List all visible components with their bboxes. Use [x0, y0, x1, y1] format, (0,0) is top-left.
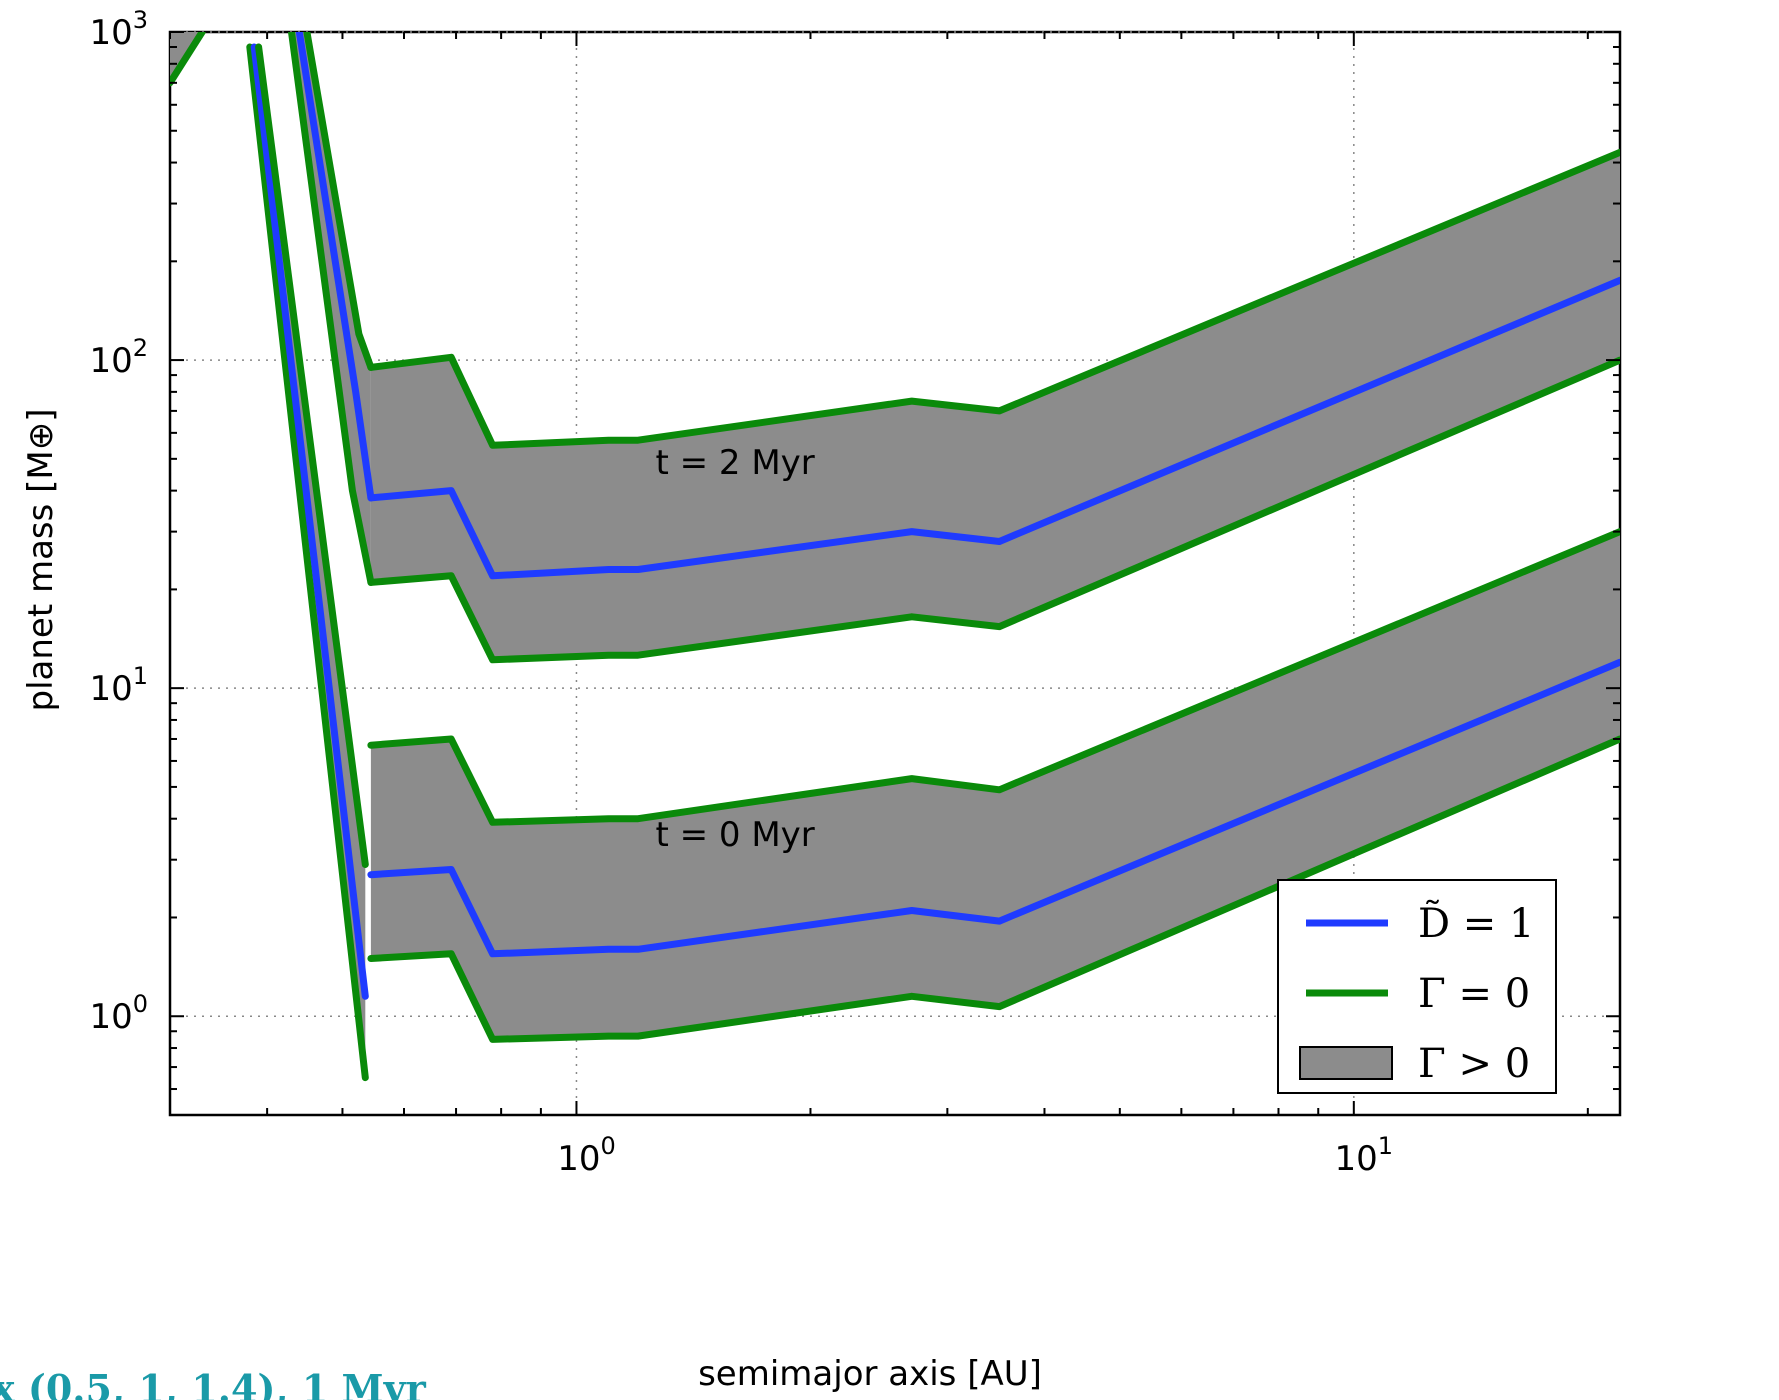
axis-ticks — [169, 31, 1620, 1116]
y-tick-label: 101 — [89, 662, 148, 709]
series-line-inner-inner-left — [255, 43, 369, 868]
y-tick-label-exp: 3 — [133, 6, 148, 34]
series-line-t2myr-lower — [367, 356, 1620, 664]
series-line-t2myr-upper — [367, 148, 1620, 449]
legend-label: Γ > 0 — [1418, 1041, 1530, 1087]
band-t2myr — [370, 152, 1620, 660]
series-line-inner-outer-right — [288, 32, 375, 586]
y-tick-label: 102 — [89, 334, 148, 381]
y-tick-label-exp: 0 — [133, 990, 148, 1018]
footer-caption: x (0.5, 1, 1.4), 1 Myr — [0, 1366, 427, 1400]
x-tick-label-exp: 1 — [1378, 1132, 1393, 1160]
legend: D̃ = 1 Γ = 0 Γ > 0 — [1277, 879, 1557, 1094]
annotation-label: t = 2 Myr — [655, 443, 814, 483]
legend-swatch-patch — [1299, 1046, 1393, 1080]
annotations: t = 2 Myr t = 0 Myr — [655, 443, 814, 855]
x-tick-label-base: 10 — [557, 1139, 600, 1179]
x-tick-label: 100 — [557, 1132, 616, 1179]
y-tick-label: 103 — [89, 6, 148, 53]
series-line-t2myr-mid — [367, 276, 1620, 580]
x-tick-label-base: 10 — [1335, 1139, 1378, 1179]
x-axis-label: semimajor axis [AU] — [698, 1354, 1042, 1394]
y-axis-label: planet mass [M⊕] — [21, 408, 61, 711]
y-tick-label-base: 10 — [89, 341, 132, 381]
series-line-inner-mid-right — [295, 32, 375, 502]
series-line-inner-outer-left — [246, 43, 369, 1082]
annotation-label: t = 0 Myr — [655, 815, 814, 855]
y-tick-label: 100 — [89, 990, 148, 1037]
series-lines — [170, 32, 1620, 1082]
x-tick-label-exp: 0 — [600, 1132, 615, 1160]
series-line-t0myr-mid — [367, 658, 1620, 958]
series-line-t0myr-upper — [367, 528, 1620, 826]
y-tick-label-base: 10 — [89, 997, 132, 1037]
legend-label: Γ = 0 — [1418, 971, 1530, 1017]
series-line-corner-upper — [170, 32, 206, 87]
y-tick-label-exp: 2 — [133, 334, 148, 362]
y-tick-label-exp: 1 — [133, 662, 148, 690]
band-t0myr — [370, 531, 1620, 1040]
legend-label: D̃ = 1 — [1418, 900, 1534, 947]
y-tick-label-base: 10 — [89, 13, 132, 53]
series-line-inner-inner-right — [303, 32, 375, 371]
plot-area — [168, 30, 1622, 1117]
series-line-t0myr-lower — [367, 735, 1620, 1043]
series-line-inner-mid-left — [250, 43, 369, 1000]
y-tick-label-base: 10 — [89, 669, 132, 709]
x-tick-label: 101 — [1335, 1132, 1394, 1179]
